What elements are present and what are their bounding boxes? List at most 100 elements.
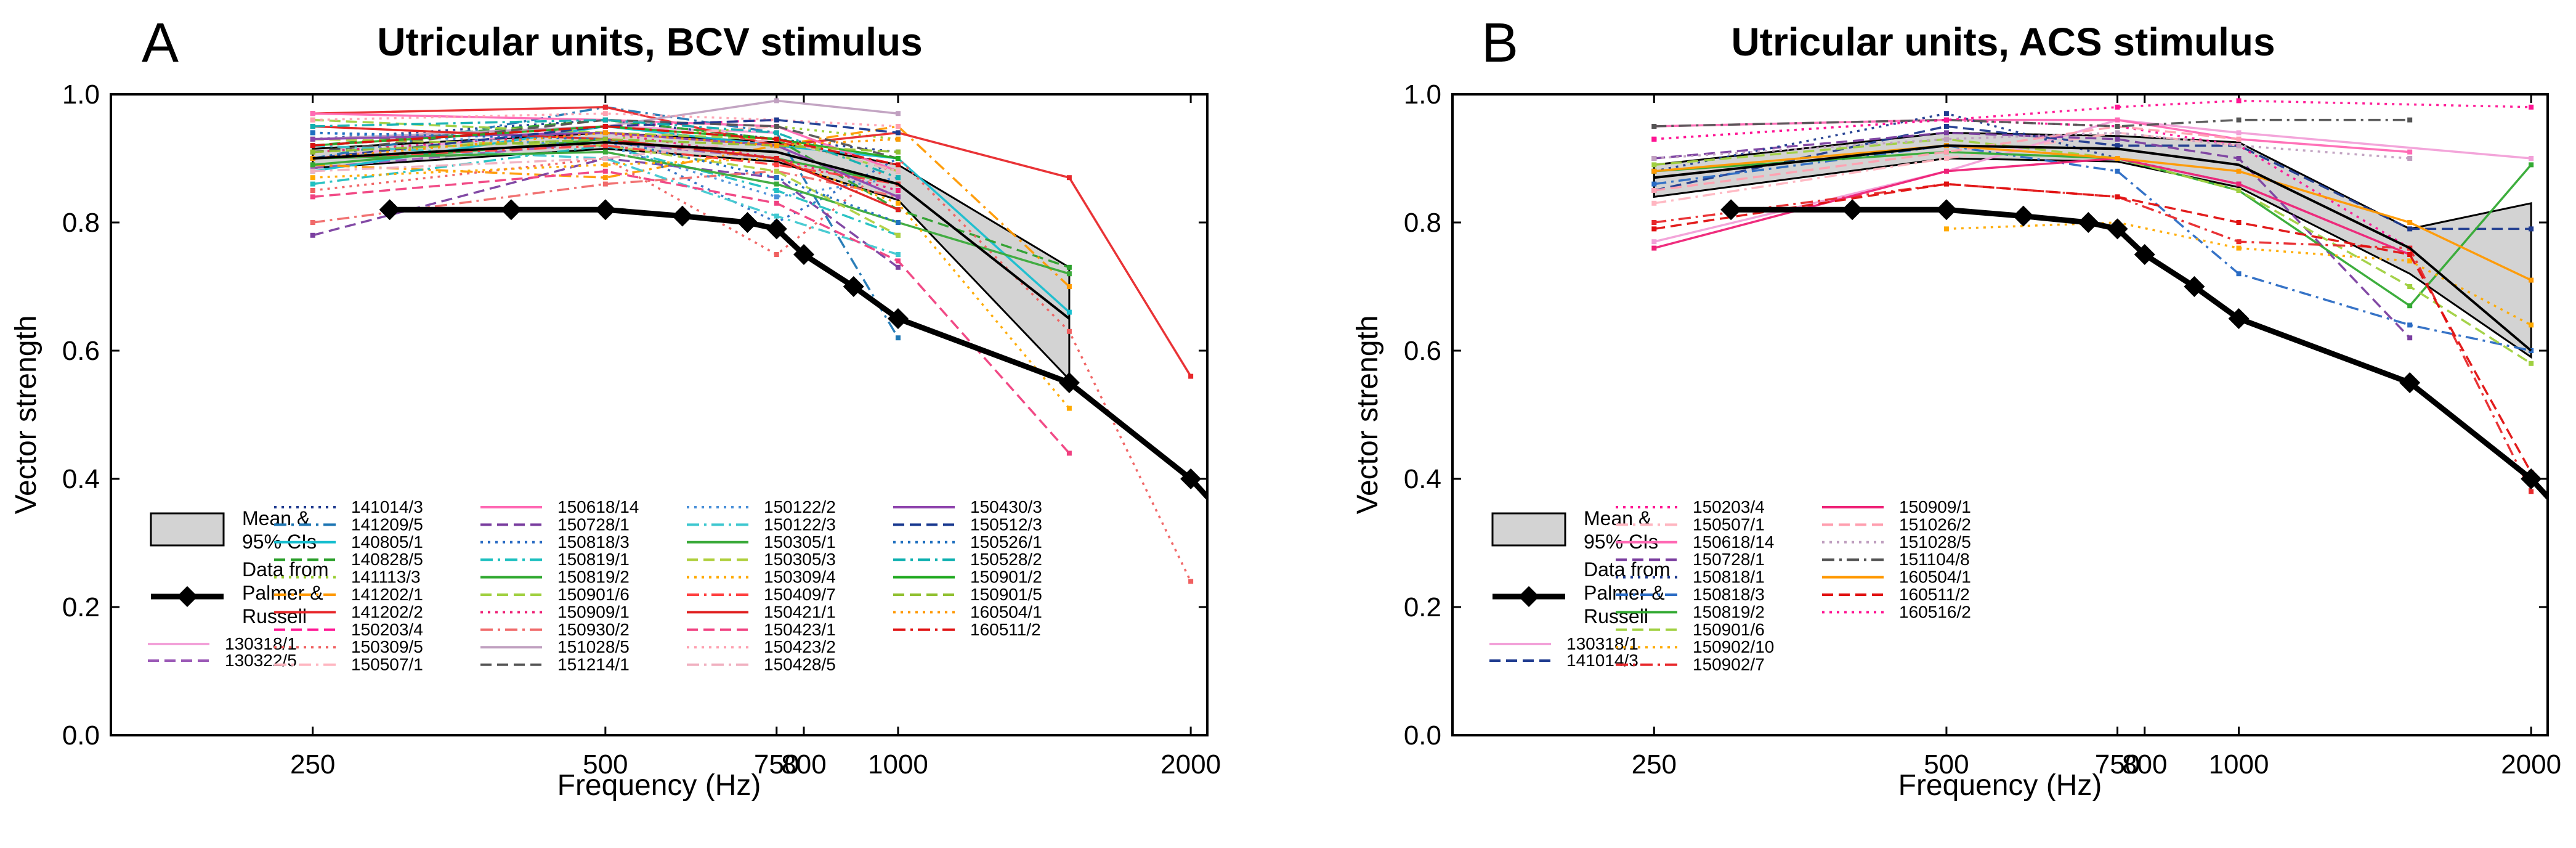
unit-series-point bbox=[310, 156, 315, 161]
unit-series-point bbox=[2407, 226, 2413, 232]
unit-series-point bbox=[774, 117, 779, 123]
unit-series-line bbox=[1654, 144, 2532, 352]
x-tick-label: 250 bbox=[1632, 749, 1677, 780]
x-tick-label: 750 bbox=[2095, 749, 2140, 780]
unit-series-point bbox=[895, 162, 901, 168]
plot-area bbox=[310, 98, 1207, 584]
unit-series-point bbox=[1651, 226, 1657, 232]
chart-title: Utricular units, ACS stimulus bbox=[1731, 20, 2275, 64]
legend-entry-label: 160516/2 bbox=[1899, 602, 1971, 621]
legend-entry-label: 150423/2 bbox=[764, 637, 836, 656]
unit-series-line bbox=[312, 138, 899, 237]
plot-frame bbox=[1451, 93, 2549, 736]
x-tick-label: 500 bbox=[583, 749, 628, 780]
unit-series-point bbox=[774, 194, 779, 200]
y-tick-label: 0.8 bbox=[1404, 208, 1441, 238]
unit-series-line bbox=[312, 118, 899, 153]
legend-entry-label: 150409/7 bbox=[764, 585, 836, 604]
legend-entry-label: 141014/3 bbox=[351, 497, 423, 516]
palmer-russell-line bbox=[389, 206, 1207, 501]
unit-series-point bbox=[2236, 239, 2242, 245]
legend-entry-label: 150818/3 bbox=[1693, 585, 1765, 604]
unit-series-line bbox=[312, 125, 899, 166]
legend-entry-label: 150819/2 bbox=[1693, 602, 1765, 621]
unit-series-point bbox=[2407, 284, 2413, 289]
legend-label-mean: Mean & bbox=[242, 507, 310, 529]
unit-series-point bbox=[774, 175, 779, 181]
x-tick-label: 1000 bbox=[2209, 749, 2269, 780]
y-tick-label: 0.0 bbox=[62, 720, 100, 751]
y-tick-label: 0.6 bbox=[62, 336, 100, 366]
unit-series-line bbox=[312, 112, 899, 128]
legend-entry-label: 150421/1 bbox=[764, 602, 836, 621]
legend-entry-label: 150305/1 bbox=[764, 532, 836, 552]
legend-entry-label: 150930/2 bbox=[557, 620, 630, 639]
unit-series-point bbox=[602, 175, 608, 181]
legend-entry-label: 130318/1 bbox=[225, 634, 297, 653]
legend-entry-label: 141202/2 bbox=[351, 602, 423, 621]
legend-entry-label: 150122/3 bbox=[764, 515, 836, 534]
unit-series-point bbox=[602, 124, 608, 129]
unit-series-point bbox=[895, 335, 901, 341]
palmer-russell-marker bbox=[737, 212, 758, 233]
palmer-russell-marker bbox=[379, 199, 400, 221]
unit-series-point bbox=[2115, 143, 2120, 149]
legend-entry-label: 150728/1 bbox=[557, 515, 630, 534]
unit-series-point bbox=[310, 130, 315, 136]
unit-series-line bbox=[312, 106, 1192, 377]
unit-series-point bbox=[2407, 322, 2413, 328]
unit-series-point bbox=[2236, 130, 2242, 136]
palmer-russell-marker bbox=[2107, 218, 2128, 240]
unit-series-line bbox=[312, 125, 1071, 288]
unit-series-point bbox=[1943, 168, 1949, 174]
legend-entry-label: 150901/5 bbox=[970, 585, 1042, 604]
mean-line bbox=[1654, 144, 2532, 352]
unit-series-point bbox=[310, 188, 315, 193]
legend-entry-label: 130318/1 bbox=[1566, 634, 1638, 653]
unit-series-line bbox=[1654, 131, 2411, 339]
unit-series-line bbox=[312, 144, 899, 186]
unit-series-point bbox=[895, 194, 901, 200]
unit-series-point bbox=[2236, 188, 2242, 193]
unit-series-point bbox=[1943, 111, 1949, 116]
x-tick-label: 800 bbox=[781, 749, 826, 780]
unit-series-point bbox=[310, 143, 315, 149]
palmer-russell-marker bbox=[887, 308, 909, 329]
unit-series-point bbox=[774, 252, 779, 257]
unit-series-point bbox=[2529, 162, 2534, 168]
legend-entry-label: 151214/1 bbox=[557, 655, 630, 674]
unit-series-point bbox=[774, 213, 779, 219]
unit-series-point bbox=[1943, 156, 1949, 161]
unit-series-point bbox=[2115, 156, 2120, 161]
y-tick-label: 0.4 bbox=[62, 464, 100, 494]
legend-label-palmer-1: Data from bbox=[1584, 558, 1670, 581]
unit-series-point bbox=[2236, 98, 2242, 104]
unit-series-point bbox=[602, 149, 608, 155]
legend-swatch-mean-ci bbox=[1491, 512, 1566, 547]
legend-entry-label: 150819/2 bbox=[557, 568, 630, 587]
palmer-russell-marker bbox=[766, 218, 787, 240]
legend-entry-label: 151028/5 bbox=[1899, 532, 1971, 552]
unit-series-point bbox=[2407, 149, 2413, 155]
legend-entry-label: 130322/5 bbox=[225, 651, 297, 670]
unit-series-point bbox=[774, 181, 779, 187]
unit-series-point bbox=[895, 168, 901, 174]
legend-entry-label: 150909/1 bbox=[1899, 497, 1971, 516]
palmer-russell-marker bbox=[1058, 372, 1080, 393]
unit-series-line bbox=[312, 131, 899, 198]
y-tick-label: 0.8 bbox=[62, 208, 100, 238]
palmer-russell-marker bbox=[594, 199, 616, 221]
unit-series-point bbox=[2236, 168, 2242, 174]
unit-series-point bbox=[310, 181, 315, 187]
unit-series-point bbox=[2407, 156, 2413, 161]
unit-series-point bbox=[2529, 277, 2534, 283]
unit-series-point bbox=[1188, 579, 1194, 584]
unit-series-line bbox=[1654, 182, 2532, 473]
y-axis-label: Vector strength bbox=[10, 316, 43, 515]
unit-series-point bbox=[2115, 104, 2120, 110]
unit-series-point bbox=[2115, 168, 2120, 174]
unit-series-point bbox=[774, 124, 779, 129]
legend-entry-label: 150203/4 bbox=[1693, 497, 1765, 516]
unit-series-point bbox=[2407, 335, 2413, 341]
